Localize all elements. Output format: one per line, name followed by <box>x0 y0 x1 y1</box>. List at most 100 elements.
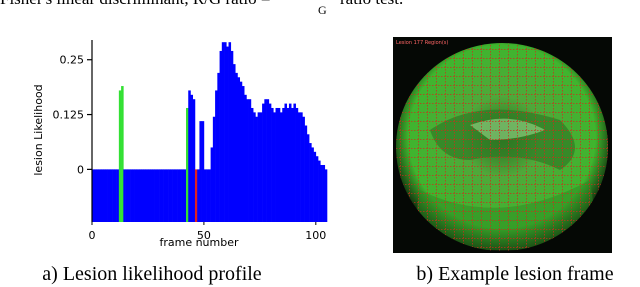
bar <box>170 169 173 222</box>
bar <box>266 99 270 222</box>
bar <box>127 169 131 222</box>
bar <box>324 169 328 222</box>
bar <box>215 90 218 222</box>
bar <box>219 50 223 223</box>
bar <box>125 169 129 222</box>
bar <box>145 169 149 222</box>
bar <box>197 169 200 222</box>
bar <box>208 169 211 222</box>
bar <box>179 169 182 222</box>
bar <box>105 169 108 222</box>
bar <box>112 169 115 222</box>
bar <box>190 94 194 222</box>
bar <box>282 107 285 222</box>
bar <box>237 77 241 223</box>
bar <box>139 169 142 222</box>
bar <box>194 169 198 222</box>
y-tick-label: 0.125 <box>53 109 85 122</box>
y-tick-label: 0 <box>77 163 84 176</box>
image-label: Lesion 177 Region(s) <box>396 40 448 46</box>
bar <box>201 121 205 222</box>
bar <box>275 107 279 222</box>
bar <box>277 107 281 222</box>
bar <box>309 143 312 222</box>
bar <box>109 169 113 222</box>
bar <box>203 169 207 222</box>
bar <box>165 169 169 222</box>
bar <box>280 112 283 222</box>
bar <box>257 112 261 222</box>
bar <box>94 169 97 222</box>
bar <box>206 169 209 222</box>
bar <box>114 169 117 222</box>
header-text-after: ratio test. <box>340 0 403 8</box>
bar <box>192 99 196 222</box>
bar <box>271 107 274 222</box>
bar <box>103 169 106 222</box>
bar <box>186 107 189 222</box>
bar <box>181 169 185 222</box>
x-tick-label: 50 <box>197 229 211 242</box>
bar <box>284 103 288 222</box>
header-text: Fisher's linear discriminant, R/G ratio … <box>0 0 270 8</box>
bar <box>239 81 243 222</box>
bar <box>100 169 104 222</box>
bar <box>297 112 301 222</box>
bar <box>199 121 202 222</box>
bar <box>295 107 299 222</box>
bar <box>248 99 252 222</box>
bar <box>313 151 317 222</box>
plot <box>92 42 328 223</box>
bar <box>315 156 319 222</box>
bar <box>300 112 303 222</box>
bar <box>259 112 263 222</box>
bar <box>134 169 138 222</box>
bar <box>150 169 153 222</box>
bar <box>168 169 171 222</box>
bar <box>123 169 126 222</box>
bar <box>224 42 227 222</box>
bar <box>235 72 238 222</box>
bar <box>302 116 305 222</box>
bar <box>221 42 225 222</box>
bar <box>152 169 155 222</box>
bar <box>255 116 258 222</box>
bar <box>253 112 256 222</box>
bar <box>161 169 164 222</box>
header-fraction: G <box>318 3 327 17</box>
bar <box>98 169 102 222</box>
bar <box>163 169 167 222</box>
bar <box>121 86 124 223</box>
bar <box>107 169 111 222</box>
bar <box>304 125 308 222</box>
bar <box>147 169 151 222</box>
bar <box>286 107 290 222</box>
bar <box>241 86 245 223</box>
bar <box>217 72 220 222</box>
bar <box>244 94 247 222</box>
bar <box>291 107 294 222</box>
bar <box>118 90 122 222</box>
caption: b) Example lesion frame <box>416 263 613 285</box>
bar <box>233 64 236 222</box>
y-tick-label: 0.25 <box>60 54 85 67</box>
x-tick-label: 100 <box>305 229 326 242</box>
bar <box>141 169 144 222</box>
bar <box>143 169 147 222</box>
bar <box>322 164 326 222</box>
caption: a) Lesion likelihood profile <box>42 263 262 285</box>
bar <box>320 164 323 222</box>
bar <box>116 169 120 222</box>
bar <box>174 169 178 222</box>
bar <box>318 160 321 222</box>
x-tick-label: 0 <box>89 229 96 242</box>
bar <box>264 99 267 222</box>
tissue-folds <box>396 43 608 251</box>
bar <box>293 103 296 222</box>
bar <box>212 116 216 222</box>
bar <box>226 46 229 223</box>
bar <box>188 90 191 222</box>
bar <box>311 147 314 222</box>
bar <box>230 50 234 223</box>
